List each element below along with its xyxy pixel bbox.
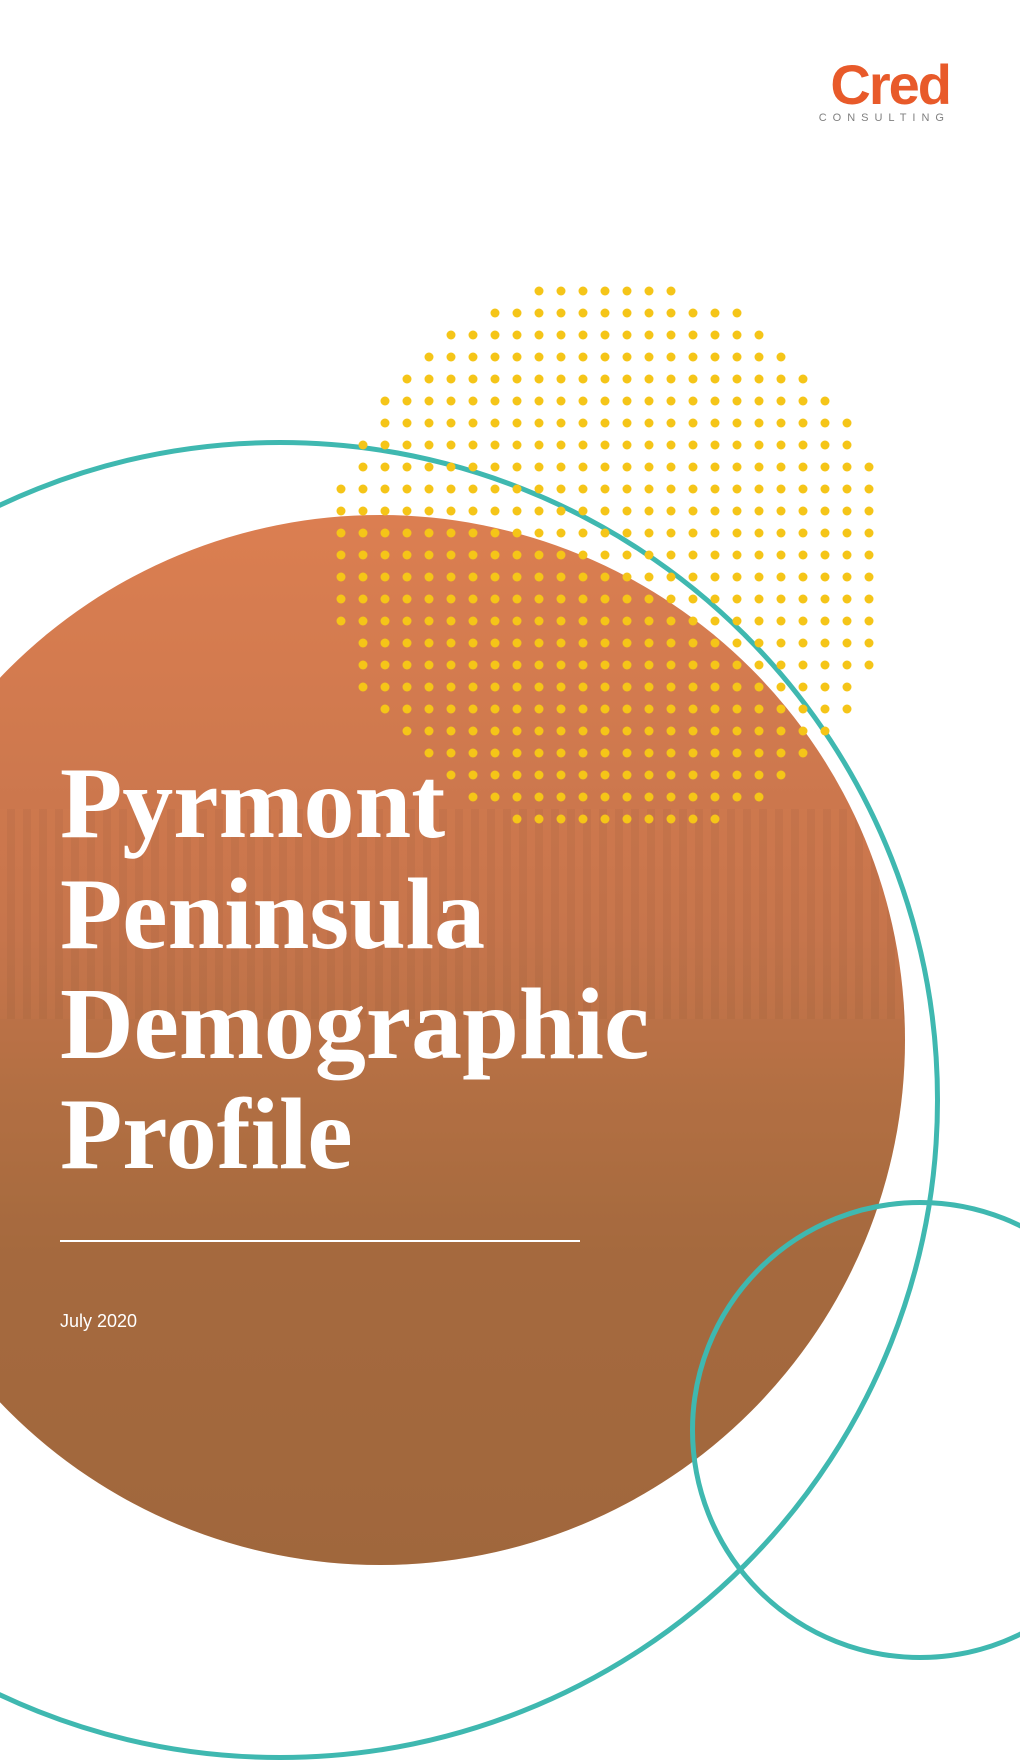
report-date: July 2020	[60, 1311, 137, 1332]
logo-wordmark: Cred	[819, 60, 950, 110]
report-title: Pyrmont Peninsula Demographic Profile	[60, 749, 649, 1190]
logo: Cred CONSULTING	[819, 60, 950, 124]
title-line-2: Peninsula	[60, 858, 485, 971]
title-block: Pyrmont Peninsula Demographic Profile	[60, 749, 649, 1242]
title-line-1: Pyrmont	[60, 747, 445, 860]
title-underline	[60, 1240, 580, 1242]
title-line-3: Demographic	[60, 968, 649, 1081]
logo-subtext: CONSULTING	[819, 112, 950, 124]
cover-page: Cred CONSULTING Pyrmont Peninsula Demogr…	[0, 0, 1020, 1442]
title-line-4: Profile	[60, 1078, 353, 1191]
